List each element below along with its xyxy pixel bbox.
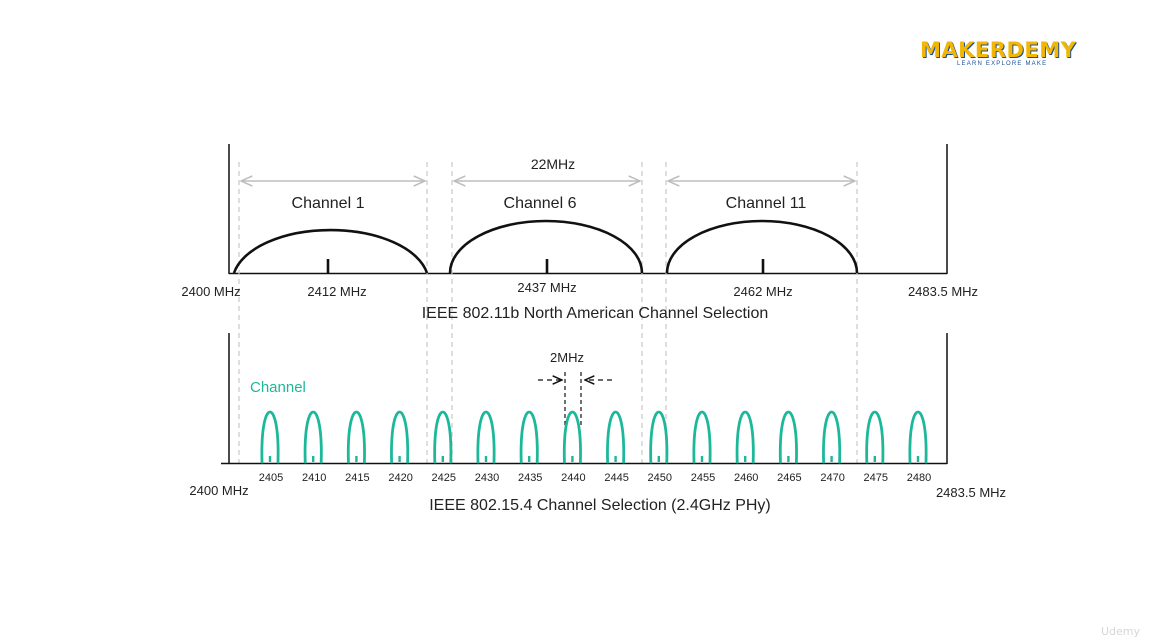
channel-width-label: 22MHz <box>531 156 575 172</box>
channel-lobe <box>476 410 496 464</box>
channel-lobe <box>649 410 669 464</box>
channel-lobe <box>606 410 626 464</box>
channel-lobe <box>692 410 712 464</box>
wifi-start-frequency: 2400 MHz <box>181 284 240 299</box>
wifi-channel-6: Channel 6 2437 MHz <box>448 195 644 295</box>
channel-frequency-label: 2455 <box>691 472 715 484</box>
channel-lobe <box>865 410 885 464</box>
channel-lobe <box>735 410 755 464</box>
channel-frequency-label: 2410 <box>302 472 326 484</box>
channel-lobe <box>778 410 798 464</box>
channel-frequency-label: 2435 <box>518 472 542 484</box>
zigbee-title: IEEE 802.15.4 Channel Selection (2.4GHz … <box>429 497 771 514</box>
wifi-channel-11: Channel 11 2462 MHz <box>665 195 859 299</box>
channel-frequency-label: 2465 <box>777 472 801 484</box>
channel-lobe <box>908 410 928 464</box>
wifi-title: IEEE 802.11b North American Channel Sele… <box>422 305 769 322</box>
wifi-end-frequency: 2483.5 MHz <box>908 284 978 299</box>
center-frequency: 2412 MHz <box>307 284 366 299</box>
channel-name: Channel 6 <box>504 195 577 212</box>
logo-tagline: LEARN EXPLORE MAKE <box>957 61 1048 67</box>
channel-lobe <box>433 410 453 464</box>
channel-frequency-label: 2445 <box>604 472 628 484</box>
channel-frequency-label: 2475 <box>864 472 888 484</box>
zigbee-end-frequency: 2483.5 MHz <box>936 485 1006 500</box>
center-frequency: 2462 MHz <box>733 284 792 299</box>
channel-arc <box>232 228 429 274</box>
channel-lobe <box>303 410 323 464</box>
channel-frequency-label: 2425 <box>432 472 456 484</box>
channel-name: Channel 11 <box>726 195 807 212</box>
channel-frequency-label: 2405 <box>259 472 283 484</box>
channel-lobe <box>562 410 582 464</box>
wifi-diagram: 22MHz Channel 1 2412 MHz Channel 6 2437 … <box>181 144 978 465</box>
channel-lobe <box>260 410 280 464</box>
channel-frequency-label: 2420 <box>388 472 412 484</box>
spacing-label: 2MHz <box>550 350 584 365</box>
channel-frequency-label: 2450 <box>648 472 672 484</box>
channel-lobe <box>346 410 366 464</box>
channel-frequency-label: 2415 <box>345 472 369 484</box>
channel-arc <box>665 219 859 274</box>
channel-frequency-label: 2440 <box>561 472 585 484</box>
channel-lobe <box>390 410 410 464</box>
channel-arc <box>448 219 644 274</box>
channel-frequency-label: 2470 <box>820 472 844 484</box>
channel-frequency-label: 2460 <box>734 472 758 484</box>
channel-frequency-label: 2480 <box>907 472 931 484</box>
center-frequency: 2437 MHz <box>517 280 576 295</box>
channel-lobe <box>519 410 539 464</box>
logo-wordmark: MAKERDEMY <box>920 38 1077 62</box>
makerdemy-logo: MAKERDEMY LEARN EXPLORE MAKE <box>920 38 1090 74</box>
zigbee-diagram: Channel 2MHz 2405 2410 2415 2420 2425 2430 243… <box>189 333 1006 514</box>
channel-name: Channel 1 <box>292 195 365 212</box>
udemy-watermark: Udemy <box>1100 625 1140 638</box>
zigbee-start-frequency: 2400 MHz <box>189 483 248 498</box>
channel-frequency-label: 2430 <box>475 472 499 484</box>
spacing-annotation: 2MHz <box>538 350 612 428</box>
zigbee-channel-set: 2405 2410 2415 2420 2425 2430 2435 2440 2445 2450… <box>259 410 931 484</box>
channel-legend: Channel <box>250 379 306 396</box>
channel-lobe <box>822 410 842 464</box>
wifi-channel-1: Channel 1 2412 MHz <box>232 195 429 299</box>
